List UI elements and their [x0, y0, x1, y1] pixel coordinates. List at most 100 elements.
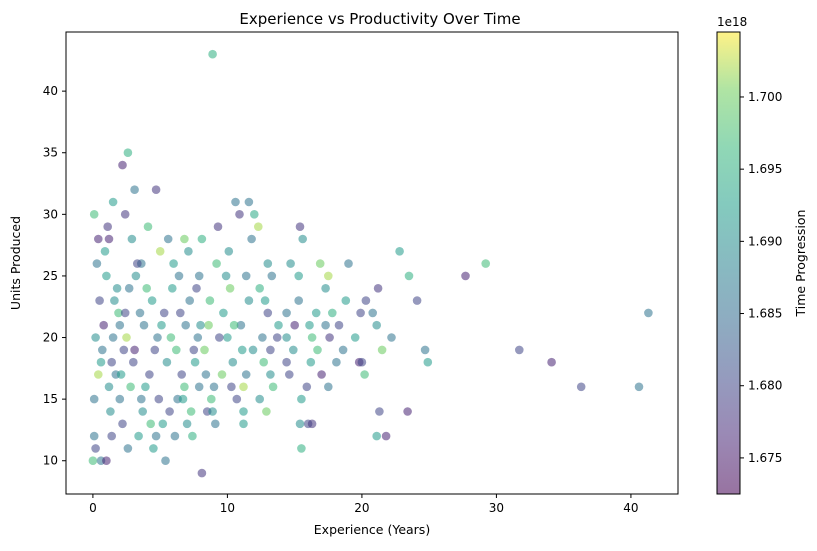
data-point [332, 357, 341, 367]
data-point [306, 357, 316, 367]
data-point [158, 419, 168, 429]
data-point [190, 357, 200, 367]
data-point [356, 308, 365, 318]
colorbar-tick-label: 1.685 [748, 307, 782, 321]
data-point [205, 296, 215, 305]
data-point [123, 444, 133, 453]
data-point [221, 271, 231, 281]
data-point [102, 271, 111, 281]
data-point [185, 296, 194, 305]
data-point [372, 320, 382, 330]
data-point [133, 259, 142, 268]
data-point [268, 382, 278, 392]
data-point [129, 357, 138, 367]
y-axis-label: Units Produced [8, 216, 23, 310]
data-point [166, 333, 176, 342]
x-tick-label: 10 [220, 501, 235, 515]
data-point [373, 284, 383, 293]
data-point [341, 296, 351, 305]
data-point [108, 197, 118, 207]
data-point [263, 308, 273, 318]
data-point [302, 382, 312, 392]
data-point [194, 382, 204, 392]
colorbar-ticks: 1.675 1.680 1.685 1.690 1.695 1.700 [740, 90, 782, 465]
data-point [196, 320, 205, 330]
data-point [174, 271, 184, 281]
data-point [515, 345, 524, 355]
data-point [89, 394, 99, 404]
data-point [126, 382, 135, 392]
data-point [576, 382, 586, 392]
x-tick-label: 20 [354, 501, 369, 515]
data-point [321, 320, 330, 330]
x-tick-label: 40 [623, 501, 638, 515]
data-point [208, 407, 217, 416]
colorbar-tick-label: 1.690 [748, 234, 782, 248]
data-point [110, 296, 119, 305]
data-point [197, 468, 207, 478]
data-point [119, 345, 129, 355]
plot-frame [65, 31, 679, 495]
data-point [142, 284, 151, 293]
data-point [209, 382, 219, 392]
data-point [120, 308, 130, 318]
data-point [116, 370, 126, 379]
data-point [100, 247, 110, 256]
data-point [91, 333, 100, 342]
data-point [99, 320, 108, 330]
data-point [102, 456, 111, 466]
data-point [139, 320, 149, 330]
data-point [423, 357, 433, 367]
data-point [324, 382, 333, 392]
data-point [146, 419, 155, 429]
data-point [107, 357, 116, 367]
data-point [162, 357, 172, 367]
data-point [250, 210, 259, 219]
y-tick-label: 10 [43, 454, 58, 468]
data-point [114, 308, 123, 318]
data-point [248, 345, 258, 355]
data-point [147, 296, 157, 305]
data-point [165, 407, 174, 416]
data-point [324, 271, 333, 281]
data-point [236, 320, 246, 330]
colorbar-tick-label: 1.675 [748, 451, 782, 465]
data-point [321, 284, 330, 293]
data-point [239, 407, 248, 416]
data-point [107, 431, 116, 441]
data-point [118, 160, 127, 170]
data-point [123, 148, 133, 157]
colorbar-offset-text: 1e18 [717, 15, 747, 29]
colorbar: 1.675 1.680 1.685 1.690 1.695 1.700 1e18 Time… [716, 15, 808, 495]
data-point [295, 222, 305, 231]
data-point [241, 271, 251, 281]
data-point [193, 333, 203, 342]
data-point [237, 345, 247, 355]
data-point [169, 259, 178, 268]
data-point [170, 431, 180, 441]
data-point [94, 234, 103, 244]
data-point [155, 247, 165, 256]
data-point [130, 185, 139, 194]
data-point [307, 419, 317, 429]
y-tick-label: 30 [43, 207, 58, 221]
data-point [150, 345, 160, 355]
data-point [297, 394, 306, 404]
data-point [143, 222, 153, 231]
data-point [207, 394, 216, 404]
data-point [227, 382, 236, 392]
data-point [375, 407, 384, 416]
data-point [223, 333, 232, 342]
data-point [325, 333, 334, 342]
data-point [188, 431, 197, 441]
data-point [381, 431, 391, 441]
data-point [368, 308, 378, 318]
data-point [135, 308, 145, 318]
data-point [225, 284, 235, 293]
data-point [177, 370, 186, 379]
data-point [215, 333, 224, 342]
data-point [153, 333, 162, 342]
data-point [334, 320, 344, 330]
